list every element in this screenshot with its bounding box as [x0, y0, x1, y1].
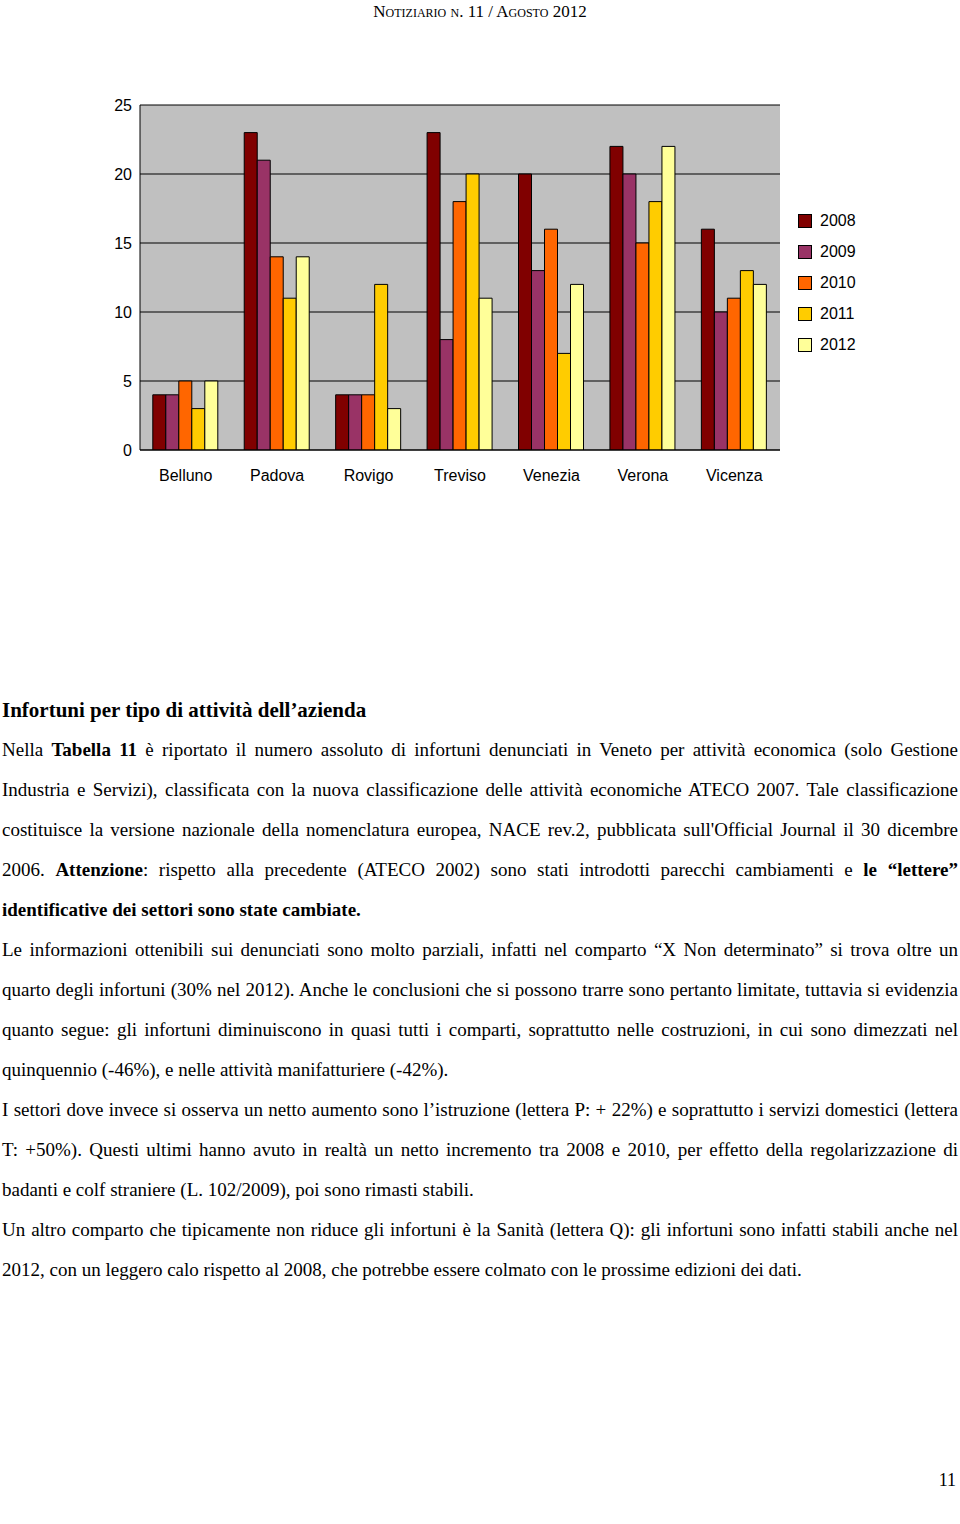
- svg-text:5: 5: [123, 373, 132, 390]
- html-text:Infortuni per tipo di attività: Infortuni per tipo di attività dell’azie…: [2, 698, 367, 722]
- html-text:Le informazioni ottenibili sui: Le informazioni ottenibili sui denunciat…: [2, 939, 958, 1080]
- svg-text:Rovigo: Rovigo: [344, 467, 394, 484]
- svg-text:Padova: Padova: [250, 467, 304, 484]
- svg-text:20: 20: [114, 166, 132, 183]
- svg-text:25: 25: [114, 97, 132, 114]
- svg-text:10: 10: [114, 304, 132, 321]
- html-text:2011: 2011: [820, 304, 855, 322]
- html-text:2012: 2012: [820, 335, 856, 353]
- svg-text:Treviso: Treviso: [434, 467, 486, 484]
- svg-text:15: 15: [114, 235, 132, 252]
- svg-text:Venezia: Venezia: [523, 467, 580, 484]
- html-text:Un altro comparto che tipicame: Un altro comparto che tipicamente non ri…: [2, 1219, 958, 1280]
- html-text:2010: 2010: [820, 273, 856, 291]
- html-text:11: 11: [938, 1470, 956, 1490]
- html-text:I settori dove invece si osser: I settori dove invece si osserva un nett…: [2, 1099, 958, 1200]
- html-text:Nella Tabella 11 è riportato i: Nella Tabella 11 è riportato il numero a…: [2, 739, 958, 920]
- svg-text:0: 0: [123, 442, 132, 459]
- svg-text:Vicenza: Vicenza: [706, 467, 763, 484]
- html-text:2009: 2009: [820, 242, 856, 260]
- html-text:2008: 2008: [820, 211, 856, 229]
- svg-text:Belluno: Belluno: [159, 467, 212, 484]
- html-text:Notiziario n. 11 / Agosto 2012: Notiziario n. 11 / Agosto 2012: [373, 2, 587, 21]
- svg-text:Verona: Verona: [617, 467, 668, 484]
